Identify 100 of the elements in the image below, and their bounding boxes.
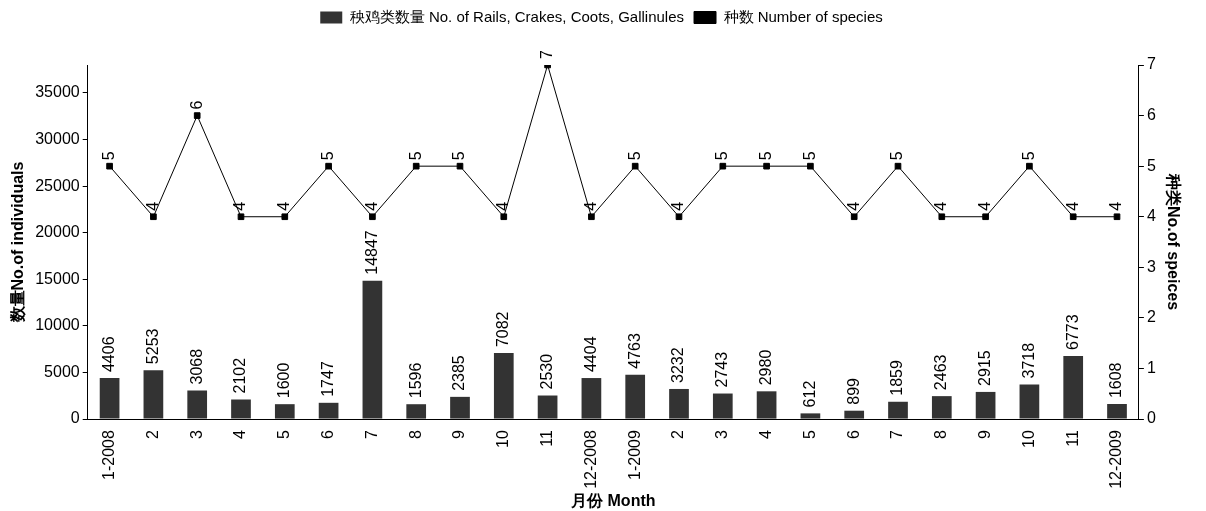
x-tick-label: 9: [976, 429, 994, 439]
data-label: 3718: [1019, 342, 1037, 379]
data-label: 4: [581, 201, 599, 211]
data-label: 5253: [143, 328, 161, 365]
data-label: 899: [844, 377, 862, 405]
x-tick-label: 3: [187, 429, 205, 439]
x-axis-title: 月份 Month: [570, 491, 656, 509]
x-tick-label: 7: [888, 429, 906, 439]
bar: [1107, 404, 1127, 419]
bar: [318, 402, 339, 419]
y2-tick-label: 4: [1146, 207, 1156, 225]
point: [150, 213, 157, 221]
data-label: 4: [844, 201, 862, 211]
x-tick-label: 8: [406, 429, 424, 439]
x-tick-label: 6: [844, 429, 862, 439]
bar: [362, 280, 383, 419]
data-label: 2530: [538, 353, 555, 390]
bar: [406, 404, 427, 419]
y2-tick-label: 5: [1146, 156, 1156, 174]
bar: [537, 395, 558, 419]
data-label: 1859: [888, 360, 906, 396]
point: [938, 213, 946, 221]
data-label: 2915: [976, 350, 994, 386]
x-tick-label: 10: [1019, 429, 1037, 448]
x-tick-label: 3: [713, 429, 731, 439]
x-tick-label: 11: [538, 429, 555, 447]
data-label: 612: [800, 380, 818, 408]
point: [412, 162, 420, 170]
data-label: 1747: [319, 361, 336, 397]
data-label: 4: [362, 201, 380, 211]
data-label: 6773: [1063, 314, 1081, 350]
y-tick-label: 15000: [35, 269, 80, 287]
bar: [756, 391, 777, 419]
data-label: 4406: [100, 336, 117, 373]
data-label: 5: [800, 151, 818, 161]
x-tick-label: 10: [494, 429, 512, 448]
data-label: 4763: [625, 333, 643, 369]
data-label: 5: [319, 151, 336, 161]
point: [106, 162, 113, 170]
data-label: 5: [1019, 151, 1037, 161]
bar: [931, 396, 952, 419]
data-label: 5: [100, 151, 117, 161]
bar: [975, 391, 996, 419]
data-label: 3232: [669, 347, 687, 383]
point: [456, 162, 464, 170]
data-label: 4404: [581, 336, 599, 373]
point: [369, 213, 376, 221]
data-label: 2463: [932, 354, 950, 391]
bar: [800, 413, 821, 419]
point: [850, 213, 858, 221]
data-label: 4: [976, 201, 994, 211]
point: [982, 213, 989, 221]
data-label: 7: [538, 50, 555, 59]
x-tick-label: 6: [319, 429, 336, 439]
y2-tick-label: 0: [1146, 409, 1156, 427]
data-label: 14847: [362, 230, 380, 275]
point: [631, 162, 639, 170]
legend-label: 种数 Number of species: [723, 7, 883, 25]
y-tick-label: 10000: [35, 316, 80, 334]
data-label: 3068: [187, 348, 205, 385]
point: [675, 213, 683, 221]
data-label: 4: [932, 201, 950, 211]
point: [763, 162, 770, 170]
point: [1113, 213, 1121, 221]
point: [325, 162, 332, 170]
data-label: 5: [450, 151, 468, 161]
x-tick-label: 8: [932, 429, 950, 439]
bar: [888, 401, 908, 419]
bar: [99, 378, 120, 419]
y-tick-label: 0: [70, 409, 80, 427]
data-label: 5: [757, 151, 774, 161]
bar: [625, 374, 646, 419]
point: [807, 162, 814, 170]
bar: [669, 388, 689, 419]
x-tick-label: 12-2008: [581, 429, 599, 489]
y-tick-label: 30000: [35, 129, 80, 147]
data-label: 2980: [757, 349, 774, 386]
bar: [187, 390, 208, 419]
data-label: 4: [669, 201, 687, 211]
x-tick-label: 11: [1063, 429, 1081, 447]
bar: [712, 393, 733, 419]
point: [1026, 162, 1033, 170]
y-axis-title: 数量No.of individuals: [9, 161, 27, 324]
x-tick-label: 1-2008: [100, 429, 117, 480]
data-label: 5: [713, 151, 731, 161]
x-tick-label: 2: [143, 429, 161, 439]
x-tick-label: 5: [800, 429, 818, 439]
y2-tick-label: 7: [1146, 55, 1156, 73]
x-tick-label: 12-2009: [1107, 429, 1125, 489]
point: [281, 213, 289, 221]
bar: [450, 396, 470, 419]
data-label: 1596: [406, 362, 424, 399]
data-label: 5: [888, 151, 906, 161]
y-tick-label: 35000: [35, 83, 80, 101]
y2-tick-label: 3: [1146, 257, 1156, 275]
bar: [493, 353, 514, 419]
bar: [274, 404, 295, 419]
y2-tick-label: 6: [1146, 105, 1156, 123]
data-label: 5: [406, 151, 424, 161]
data-label: 5: [625, 151, 643, 161]
